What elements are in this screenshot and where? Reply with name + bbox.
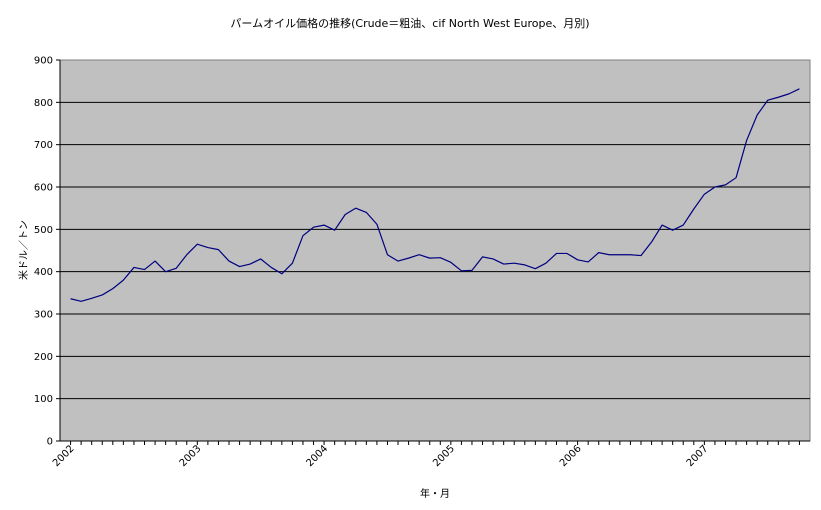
x-axis-label: 年・月 <box>420 487 450 500</box>
x-tick-label: 2002 <box>51 443 77 469</box>
x-tick-label: 2004 <box>304 443 330 469</box>
y-tick-label: 0 <box>47 437 53 448</box>
plot-area <box>59 59 811 442</box>
y-tick-label: 200 <box>34 352 53 363</box>
gridlines <box>60 101 810 400</box>
series-line-0 <box>70 88 800 302</box>
y-tick-label: 700 <box>34 140 53 151</box>
x-tick-label: 2006 <box>558 443 584 469</box>
y-tick-label: 500 <box>34 225 53 236</box>
x-tick-label: 2003 <box>178 443 204 469</box>
y-axis-label: 米ドル／トン <box>17 220 30 280</box>
y-tick-label: 900 <box>34 56 53 67</box>
y-tick-label: 100 <box>34 394 53 405</box>
y-tick-label: 400 <box>34 267 53 278</box>
y-tick-label: 800 <box>34 98 53 109</box>
y-tick-label: 600 <box>34 183 53 194</box>
x-tick-label: 2005 <box>431 443 457 469</box>
y-tick-label: 300 <box>34 310 53 321</box>
series-layer <box>70 88 800 302</box>
y-axis-ticks: 0 100 200 300 400 500 600 700 800 900 <box>34 56 810 448</box>
chart-title: パームオイル価格の推移(Crude＝粗油、cif North West Euro… <box>230 16 589 30</box>
x-axis-ticks: 2002 2003 2004 2005 2006 2007 <box>51 441 800 469</box>
x-tick-label: 2007 <box>685 443 711 469</box>
